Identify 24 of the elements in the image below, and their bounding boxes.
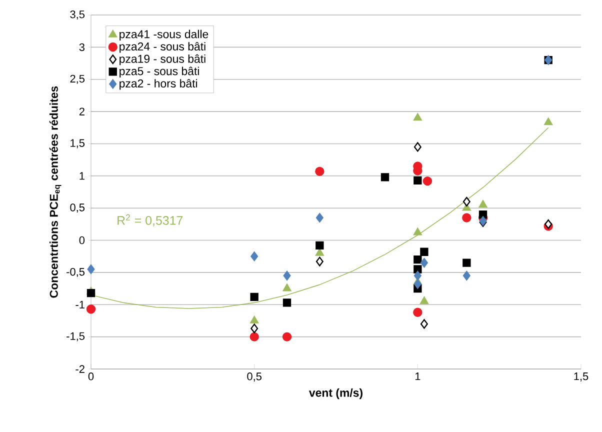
x-tick-label: 1,5	[574, 372, 588, 382]
y-tick-label: 3,5	[70, 10, 85, 20]
legend-label: pza41 -sous dalle	[120, 30, 208, 40]
y-axis-title: Concentrtions PCE$_{eq}$ centrées réduites	[49, 86, 62, 298]
y-tick-label: -0,5	[66, 268, 85, 277]
legend-label: pza2 - hors bâti	[120, 79, 198, 90]
y-tick-label: 3	[79, 43, 84, 52]
y-tick-label: 0,5	[70, 204, 85, 213]
annotation: R$^{2}$ = 0,5317	[118, 214, 183, 226]
x-axis-title: vent (m/s)	[308, 388, 362, 400]
x-tick-label: 1	[415, 372, 420, 380]
y-tick-label: 2,5	[70, 74, 85, 84]
legend-label: pza5 - sous bâti	[120, 66, 199, 78]
y-tick-label: 2	[79, 108, 84, 116]
legend-label: pza24 - sous bâti	[120, 42, 206, 53]
y-tick-label: -1	[76, 300, 84, 308]
y-tick-label: 1	[80, 172, 84, 180]
x-tick-label: 0	[88, 372, 94, 380]
legend-label: pza19 - sous bâti	[120, 54, 206, 66]
y-tick-label: -2	[76, 365, 84, 373]
x-tick-label: 0,5	[247, 372, 262, 382]
y-tick-label: 0	[79, 236, 85, 244]
y-tick-label: 1,5	[70, 139, 85, 148]
y-tick-label: -1,5	[66, 332, 85, 342]
